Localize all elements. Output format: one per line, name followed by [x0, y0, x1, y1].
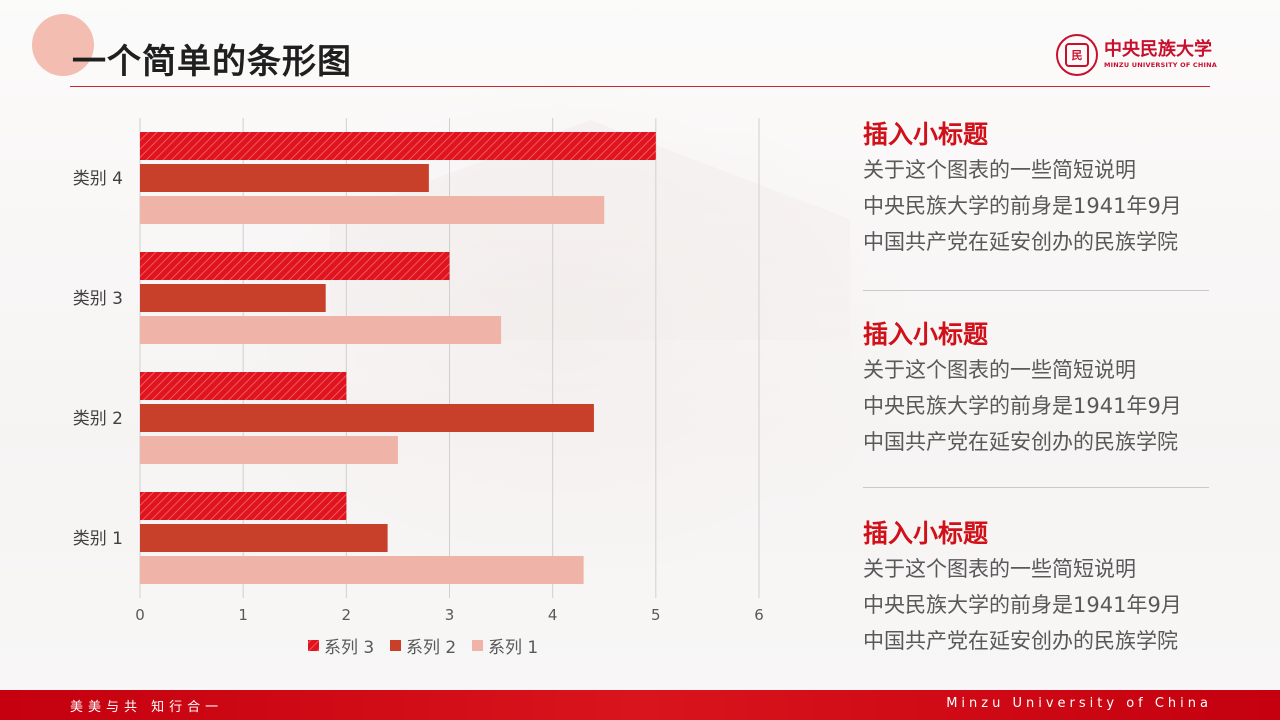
bar — [140, 404, 594, 432]
x-tick-label: 1 — [238, 606, 248, 624]
sidebar-block: 插入小标题 关于这个图表的一些简短说明 中央民族大学的前身是1941年9月 中国… — [863, 118, 1209, 260]
sidebar-heading: 插入小标题 — [863, 519, 989, 548]
category-label: 类别 1 — [73, 529, 123, 549]
title-underline — [70, 86, 1210, 87]
bar — [140, 252, 450, 280]
legend-swatch — [308, 640, 319, 651]
sidebar-block: 插入小标题 关于这个图表的一些简短说明 中央民族大学的前身是1941年9月 中国… — [863, 517, 1209, 659]
bar-chart: 0 1 2 3 4 5 6 类别 1 类别 2 类别 3 类别 4 系列 3 系列 2 系列 1 — [73, 118, 764, 658]
x-tick-label: 0 — [135, 606, 145, 624]
legend-swatch — [390, 640, 401, 651]
sidebar-text: 关于这个图表的一些简短说明 — [863, 557, 1136, 581]
x-tick-label: 6 — [754, 606, 764, 624]
x-tick-label: 4 — [548, 606, 558, 624]
footer-bar: 美美与共 知行合一 Minzu University of China — [0, 690, 1280, 720]
bar — [140, 284, 326, 312]
x-tick-label: 2 — [342, 606, 352, 624]
logo-name-cn: 中央民族大学 — [1104, 39, 1212, 60]
bar — [140, 164, 429, 192]
sidebar-text: 中央民族大学的前身是1941年9月 — [863, 194, 1182, 218]
bar — [140, 196, 605, 224]
x-tick-label: 5 — [651, 606, 661, 624]
footer-university-name: Minzu University of China — [946, 696, 1212, 711]
bar — [140, 556, 584, 584]
sidebar-text: 中国共产党在延安创办的民族学院 — [863, 230, 1178, 254]
sidebar-block: 插入小标题 关于这个图表的一些简短说明 中央民族大学的前身是1941年9月 中国… — [863, 318, 1209, 460]
bar — [140, 436, 398, 464]
sidebar-heading: 插入小标题 — [863, 120, 989, 149]
legend-label: 系列 1 — [488, 638, 538, 658]
bar — [140, 492, 347, 520]
bar — [140, 132, 656, 160]
x-tick-label: 3 — [445, 606, 455, 624]
sidebar-text: 中国共产党在延安创办的民族学院 — [863, 430, 1178, 454]
category-label: 类别 2 — [73, 409, 123, 429]
category-label: 类别 4 — [73, 169, 123, 189]
bar — [140, 372, 347, 400]
logo-name-en: MINZU UNIVERSITY OF CHINA — [1104, 61, 1218, 69]
university-logo: 民 中央民族大学 MINZU UNIVERSITY OF CHINA — [1056, 34, 1218, 78]
category-label: 类别 3 — [73, 289, 123, 309]
sidebar-text: 中国共产党在延安创办的民族学院 — [863, 629, 1178, 653]
sidebar-divider — [863, 487, 1209, 488]
legend-swatch — [472, 640, 483, 651]
title-decoration-circle — [32, 14, 94, 76]
logo-seal-icon: 民 — [1056, 34, 1098, 76]
bar — [140, 316, 502, 344]
sidebar-text: 中央民族大学的前身是1941年9月 — [863, 394, 1182, 418]
page-title: 一个简单的条形图 — [72, 42, 352, 82]
sidebar-divider — [863, 290, 1209, 291]
legend-label: 系列 2 — [406, 638, 456, 658]
sidebar-text: 关于这个图表的一些简短说明 — [863, 158, 1136, 182]
legend-label: 系列 3 — [324, 638, 374, 658]
sidebar-heading: 插入小标题 — [863, 320, 989, 349]
sidebar-text: 关于这个图表的一些简短说明 — [863, 358, 1136, 382]
bar — [140, 524, 388, 552]
sidebar-text: 中央民族大学的前身是1941年9月 — [863, 593, 1182, 617]
logo-seal-glyph: 民 — [1065, 43, 1089, 67]
footer-motto: 美美与共 知行合一 — [70, 700, 224, 715]
